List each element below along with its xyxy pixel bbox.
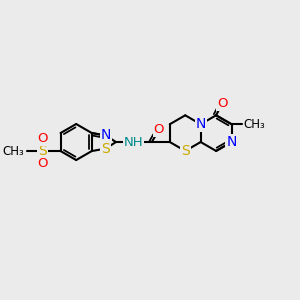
Text: NH: NH (124, 136, 143, 148)
Text: N: N (226, 135, 237, 149)
Text: CH₃: CH₃ (244, 118, 266, 131)
Text: N: N (100, 128, 111, 142)
Text: O: O (37, 132, 48, 145)
Text: O: O (154, 123, 164, 136)
Text: O: O (37, 157, 48, 170)
Text: O: O (217, 97, 227, 110)
Text: S: S (181, 144, 190, 158)
Text: N: N (196, 117, 206, 131)
Text: S: S (38, 144, 47, 158)
Text: S: S (101, 142, 110, 156)
Text: CH₃: CH₃ (2, 145, 24, 158)
